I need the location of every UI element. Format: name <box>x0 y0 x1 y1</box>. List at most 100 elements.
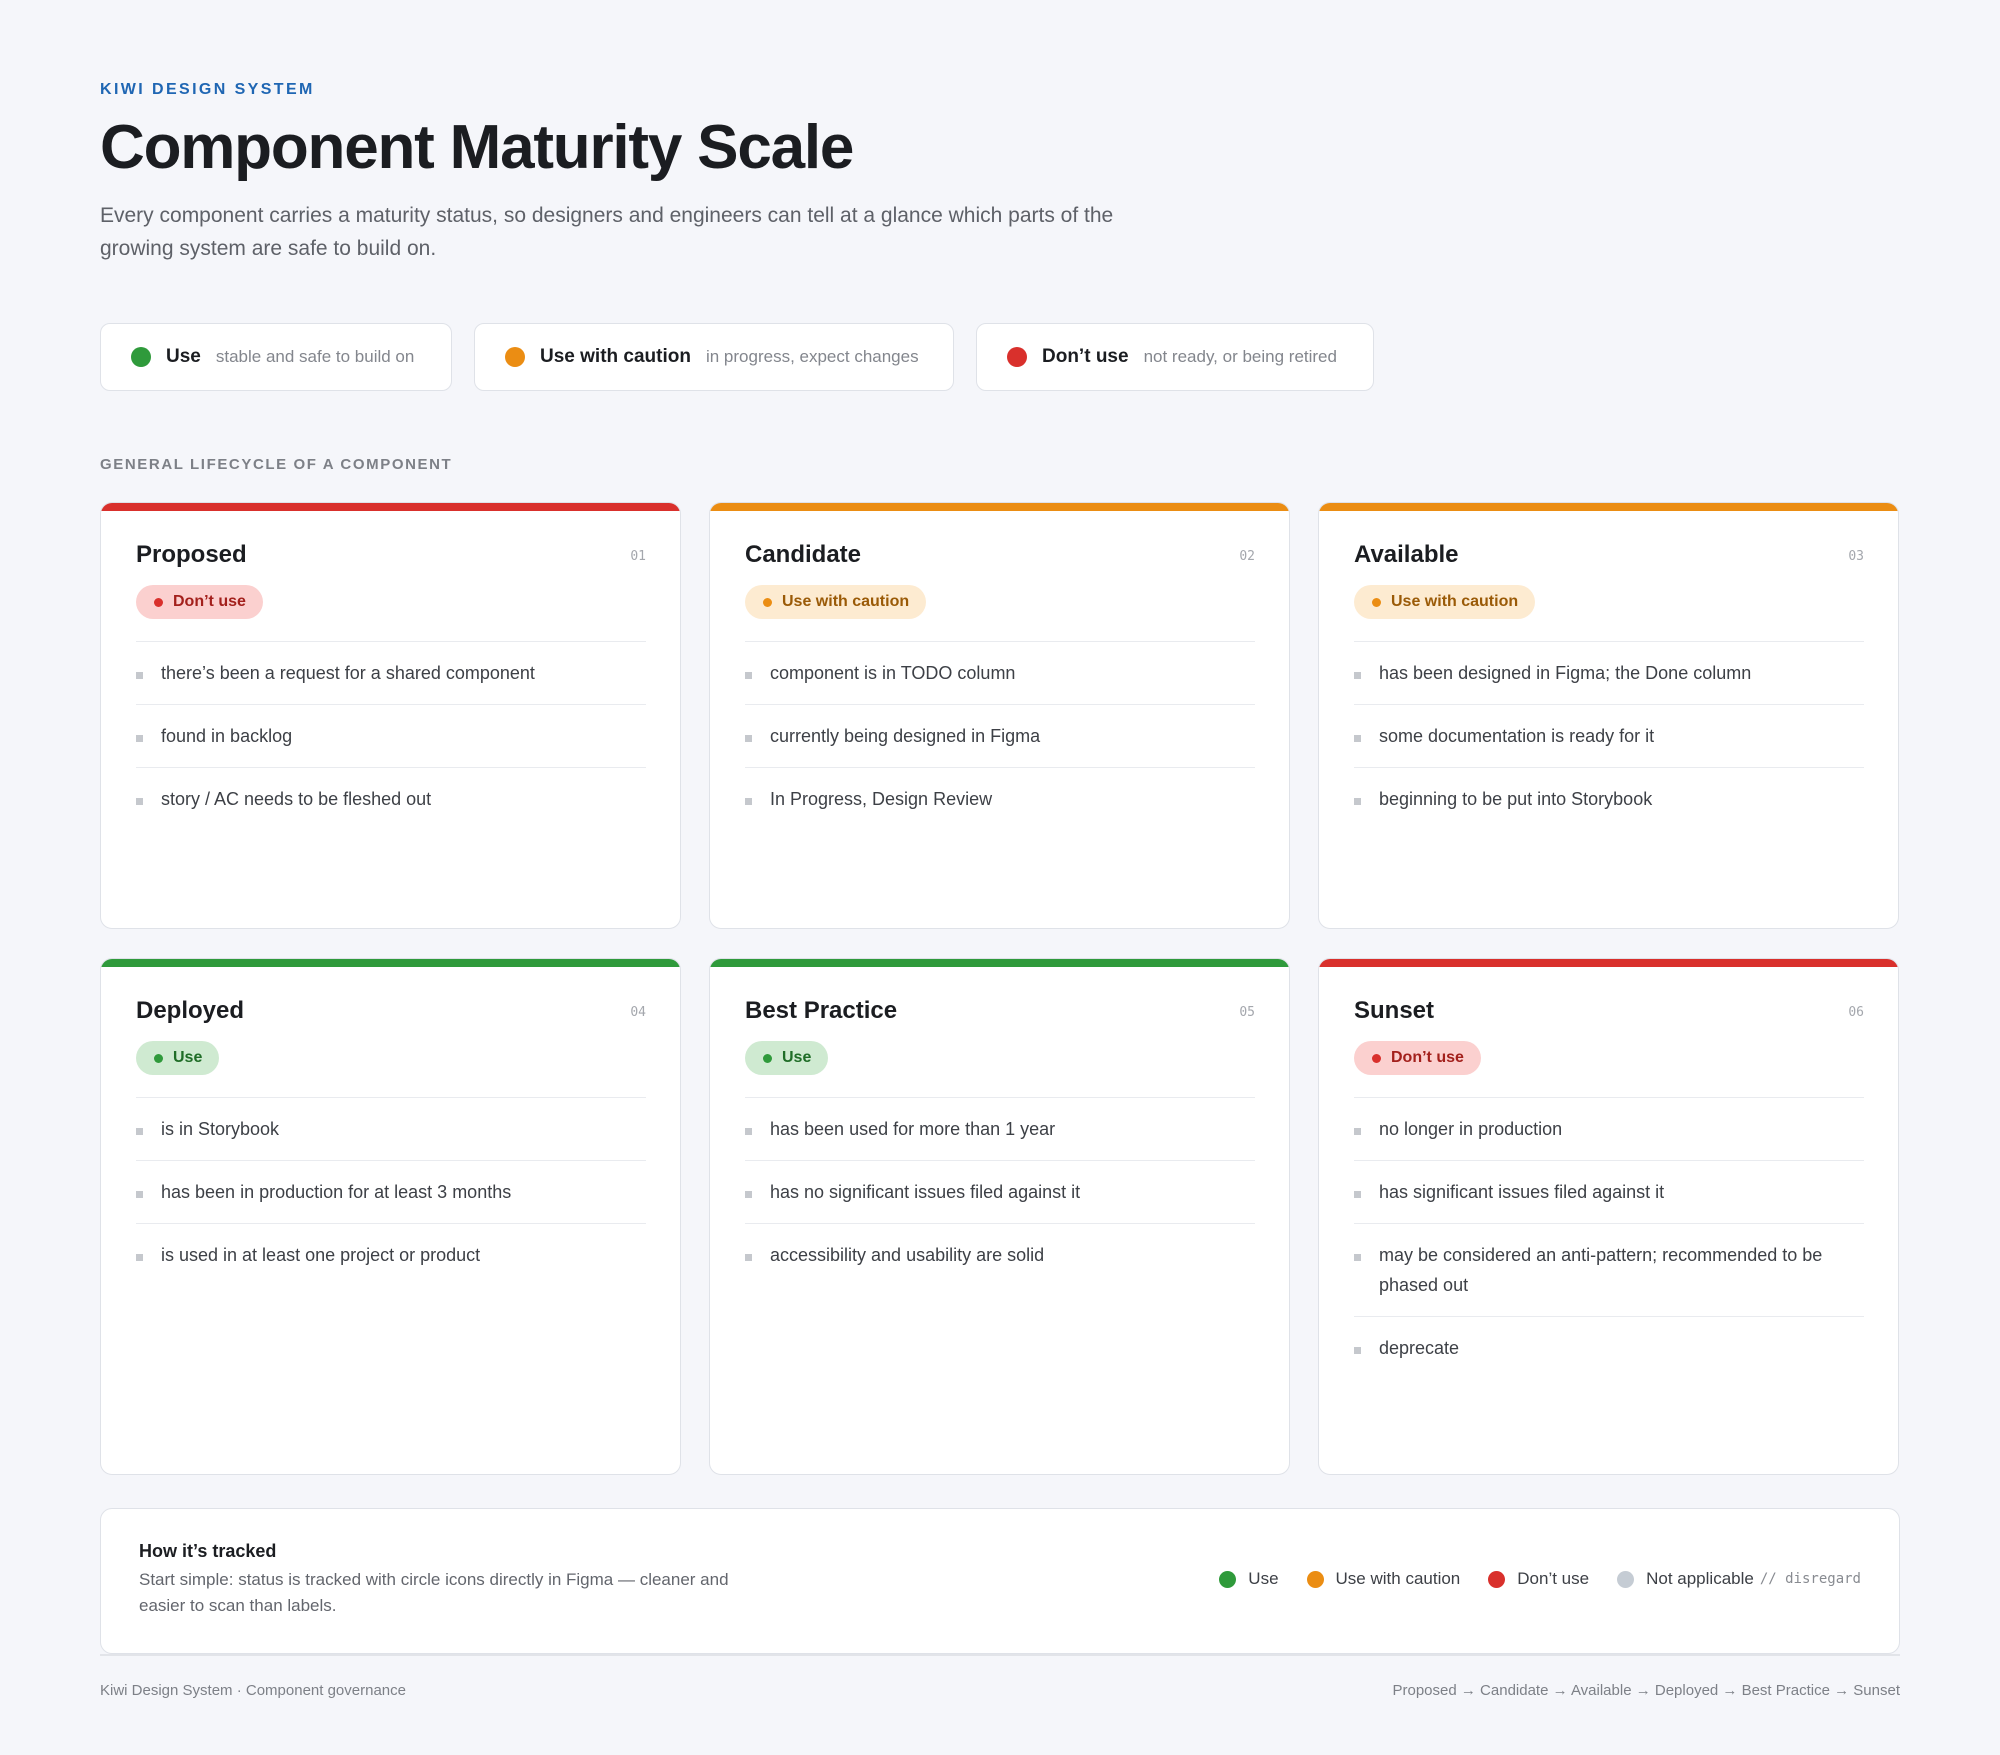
red-dot-icon <box>1372 1053 1381 1063</box>
legend-name: Use <box>166 346 201 367</box>
bullet-icon <box>745 1254 752 1261</box>
list-item: has no significant issues filed against … <box>745 1160 1255 1223</box>
list-item-text: there’s been a request for a shared comp… <box>161 663 535 683</box>
card-number: 06 <box>1848 1005 1864 1020</box>
bullet-icon <box>745 1191 752 1198</box>
bullet-icon <box>1354 1191 1361 1198</box>
card-number: 02 <box>1239 549 1255 564</box>
card-title: Available <box>1354 541 1459 568</box>
status-badge: Don’t use <box>136 585 263 619</box>
list-item-text: deprecate <box>1379 1338 1460 1358</box>
green-dot-icon <box>154 1053 163 1063</box>
green-dot-icon <box>763 1053 772 1063</box>
section-label: GENERAL LIFECYCLE OF A COMPONENT <box>100 456 453 473</box>
tracking-legend-label: Don’t use <box>1517 1569 1590 1588</box>
bullet-icon <box>745 1128 752 1135</box>
legend-name: Don’t use <box>1042 346 1129 367</box>
status-badge: Use with caution <box>745 585 927 619</box>
status-bar <box>1319 959 1898 967</box>
list-item-text: has been in production for at least 3 mo… <box>161 1182 512 1202</box>
tracking-legend-not-applicable: Not applicable // disregard <box>1617 1569 1861 1589</box>
bullet-icon <box>745 735 752 742</box>
bullet-icon <box>1354 798 1361 805</box>
eyebrow: KIWI DESIGN SYSTEM <box>100 81 315 98</box>
lifecycle-card-best-practice: Best Practice 05 Use has been used for m… <box>709 958 1290 1475</box>
criteria-list: no longer in production has significant … <box>1354 1097 1864 1379</box>
criteria-list: has been designed in Figma; the Done col… <box>1354 641 1864 830</box>
list-item: is used in at least one project or produ… <box>136 1223 646 1286</box>
orange-dot-icon <box>1372 597 1381 607</box>
list-item-text: story / AC needs to be fleshed out <box>161 789 432 809</box>
tracking-legend-label: Not applicable <box>1646 1569 1754 1588</box>
lifecycle-card-available: Available 03 Use with caution has been d… <box>1318 502 1899 929</box>
list-item: accessibility and usability are solid <box>745 1223 1255 1286</box>
card-title: Best Practice <box>745 997 898 1024</box>
list-item: currently being designed in Figma <box>745 704 1255 767</box>
list-item-text: component is in TODO column <box>770 663 1016 683</box>
tracking-legend-note: // disregard <box>1759 1571 1861 1587</box>
list-item: there’s been a request for a shared comp… <box>136 641 646 704</box>
card-number: 01 <box>630 549 646 564</box>
list-item-text: beginning to be put into Storybook <box>1379 789 1653 809</box>
lifecycle-card-proposed: Proposed 01 Don’t use there’s been a req… <box>100 502 681 929</box>
legend-name: Use with caution <box>540 346 691 367</box>
legend-caution: Use with caution in progress, expect cha… <box>474 323 954 391</box>
bullet-icon <box>745 672 752 679</box>
list-item: may be considered an anti-pattern; recom… <box>1354 1223 1864 1316</box>
tracking-legend-label: Use with caution <box>1335 1569 1461 1588</box>
criteria-list: has been used for more than 1 year has n… <box>745 1097 1255 1286</box>
status-bar <box>101 503 680 511</box>
list-item: has significant issues filed against it <box>1354 1160 1864 1223</box>
list-item-text: has been designed in Figma; the Done col… <box>1379 663 1752 683</box>
status-badge: Use <box>745 1041 829 1075</box>
card-number: 04 <box>630 1005 646 1020</box>
list-item: beginning to be put into Storybook <box>1354 767 1864 830</box>
lifecycle-card-sunset: Sunset 06 Don’t use no longer in product… <box>1318 958 1899 1475</box>
list-item-text: In Progress, Design Review <box>770 789 993 809</box>
tracking-title: How it’s tracked <box>139 1541 277 1561</box>
list-item-text: accessibility and usability are solid <box>770 1245 1045 1265</box>
green-circle-icon <box>1219 1570 1237 1588</box>
status-badge: Don’t use <box>1354 1041 1481 1075</box>
bullet-icon <box>136 672 143 679</box>
tracking-desc: Start simple: status is tracked with cir… <box>139 1570 729 1615</box>
lifecycle-card-deployed: Deployed 04 Use is in Storybook has been… <box>100 958 681 1475</box>
bullet-icon <box>745 798 752 805</box>
list-item: has been designed in Figma; the Done col… <box>1354 641 1864 704</box>
status-badge-label: Use <box>782 1049 812 1066</box>
list-item-text: is used in at least one project or produ… <box>161 1245 481 1265</box>
orange-circle-icon <box>1306 1570 1324 1588</box>
list-item-text: some documentation is ready for it <box>1379 726 1655 746</box>
status-badge-label: Use with caution <box>1391 593 1519 610</box>
bullet-icon <box>136 735 143 742</box>
bullet-icon <box>1354 1347 1361 1354</box>
legend-use: Use stable and safe to build on <box>100 323 452 391</box>
red-circle-icon <box>1488 1570 1506 1588</box>
tracking-legend-dont-use: Don’t use <box>1488 1569 1589 1589</box>
gray-circle-icon <box>1617 1570 1635 1588</box>
red-dot-icon <box>154 597 163 607</box>
list-item: deprecate <box>1354 1316 1864 1379</box>
footer-divider <box>100 1654 1900 1656</box>
tracking-legend-label: Use <box>1248 1569 1279 1588</box>
criteria-list: component is in TODO column currently be… <box>745 641 1255 830</box>
tracking-legend-caution: Use with caution <box>1306 1569 1461 1589</box>
list-item-text: no longer in production <box>1379 1119 1563 1139</box>
list-item: has been used for more than 1 year <box>745 1097 1255 1160</box>
bullet-icon <box>1354 672 1361 679</box>
tracking-legend: Use Use with caution Don’t use Not appli… <box>1191 1569 1861 1589</box>
status-bar <box>710 959 1289 967</box>
list-item: is in Storybook <box>136 1097 646 1160</box>
status-bar <box>1319 503 1898 511</box>
legend-desc: in progress, expect changes <box>705 347 919 366</box>
list-item: some documentation is ready for it <box>1354 704 1864 767</box>
bullet-icon <box>136 1191 143 1198</box>
orange-dot-icon <box>763 597 772 607</box>
status-badge: Use <box>136 1041 220 1075</box>
green-circle-icon <box>131 347 151 367</box>
list-item-text: has significant issues filed against it <box>1379 1182 1665 1202</box>
list-item-text: has no significant issues filed against … <box>770 1182 1081 1202</box>
status-badge-label: Use <box>173 1049 203 1066</box>
legend-desc: not ready, or being retired <box>1143 347 1337 366</box>
card-number: 05 <box>1239 1005 1255 1020</box>
